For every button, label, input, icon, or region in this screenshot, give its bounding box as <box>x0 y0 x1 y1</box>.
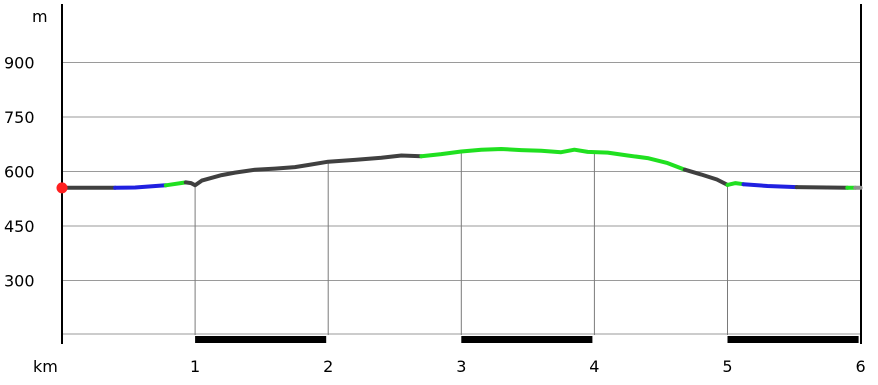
profile-segment-7 <box>725 181 746 187</box>
x-unit-label: km <box>33 357 58 376</box>
tick-label-layer: m km 300 450 600 750 900 1 2 3 4 5 6 <box>4 7 866 376</box>
y-tick-label-300: 300 <box>4 272 35 291</box>
x-tick-label-6: 6 <box>856 357 866 376</box>
km-band-bar-2 <box>461 336 593 343</box>
x-tick-label-1: 1 <box>190 357 200 376</box>
x-tick-label-2: 2 <box>323 357 333 376</box>
axes-layer <box>61 4 862 344</box>
km-band-layer <box>195 336 859 343</box>
profile-segment-2 <box>113 183 168 190</box>
elevation-series-layer <box>56 147 863 194</box>
profile-segment-6 <box>682 167 730 187</box>
profile-segment-8 <box>741 182 799 190</box>
profile-segment-5 <box>419 147 687 172</box>
km-band-bar-1 <box>195 336 327 343</box>
y-unit-label: m <box>32 7 48 26</box>
start-marker <box>56 182 68 194</box>
km-band-bar-3 <box>727 336 859 343</box>
x-tick-label-5: 5 <box>722 357 732 376</box>
x-tick-label-4: 4 <box>589 357 599 376</box>
profile-segment-3 <box>163 180 188 188</box>
profile-segment-9 <box>794 185 850 190</box>
y-tick-label-600: 600 <box>4 163 35 182</box>
grid-layer <box>62 62 860 335</box>
y-tick-label-900: 900 <box>4 54 35 73</box>
profile-segment-4 <box>183 153 424 188</box>
y-tick-label-750: 750 <box>4 108 35 127</box>
y-tick-label-450: 450 <box>4 217 35 236</box>
x-tick-label-3: 3 <box>456 357 466 376</box>
